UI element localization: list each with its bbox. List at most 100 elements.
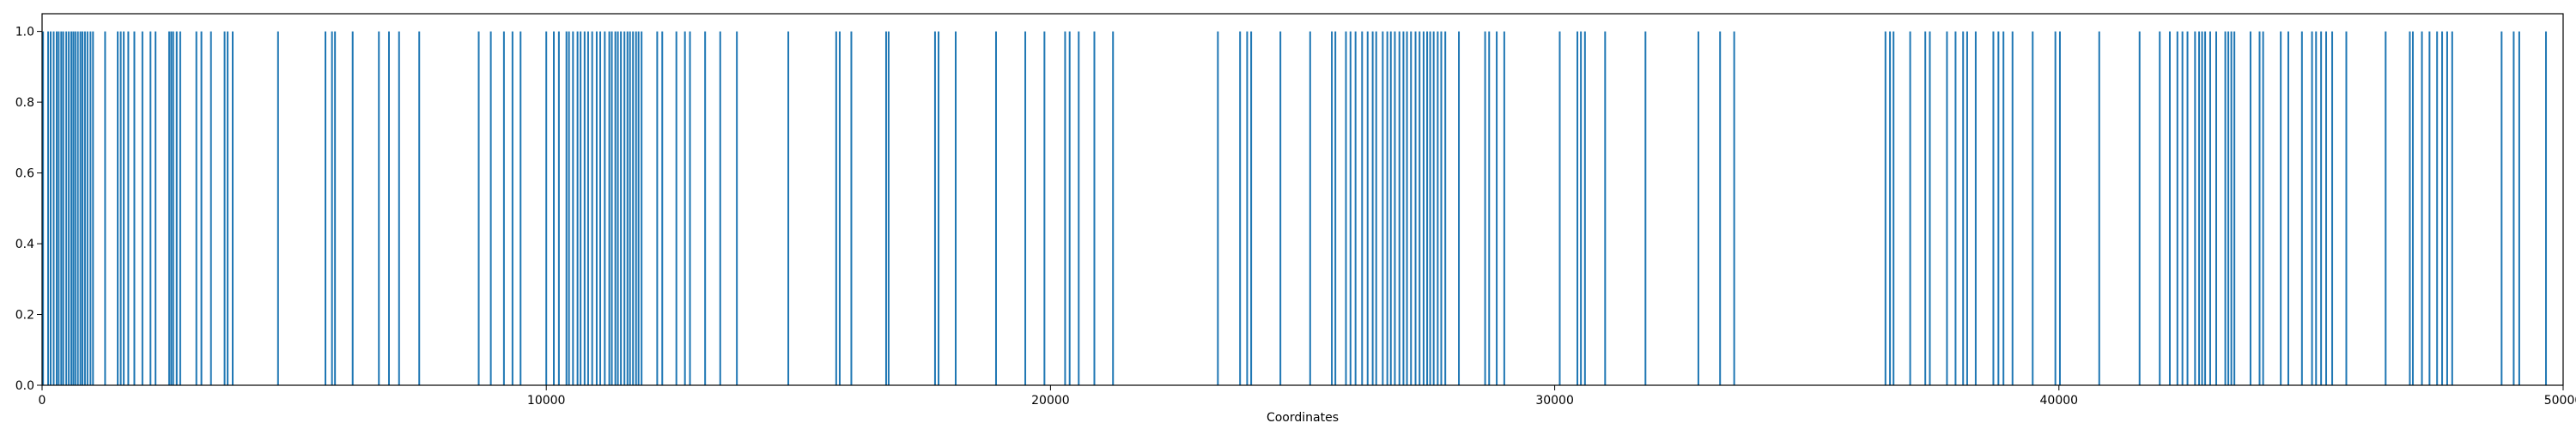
bar	[1309, 31, 1311, 386]
bar	[175, 31, 178, 386]
bar	[623, 31, 626, 386]
bar	[1331, 31, 1334, 386]
bar	[568, 31, 570, 386]
bar	[2168, 31, 2171, 386]
x-tick-label: 40000	[2040, 394, 2079, 408]
bar	[155, 31, 157, 386]
bar	[167, 31, 170, 386]
bar	[1884, 31, 1886, 386]
bar	[2441, 31, 2444, 386]
bar	[1484, 31, 1486, 386]
bar	[2428, 31, 2431, 386]
bar	[1426, 31, 1429, 386]
bar	[2230, 31, 2233, 386]
bar	[2331, 31, 2334, 386]
bar	[2194, 31, 2196, 386]
bar	[2262, 31, 2264, 386]
x-axis-label: Coordinates	[1267, 411, 1339, 425]
bar	[2201, 31, 2203, 386]
bar	[1389, 31, 1392, 386]
bar	[74, 31, 76, 386]
bar	[104, 31, 106, 386]
bar	[1929, 31, 1931, 386]
bar	[583, 31, 586, 386]
bar	[1093, 31, 1096, 386]
bar	[325, 31, 327, 386]
bar	[1889, 31, 1892, 386]
bar	[2002, 31, 2005, 386]
bar	[133, 31, 136, 386]
bar	[1043, 31, 1046, 386]
bar	[86, 31, 88, 386]
bar	[2215, 31, 2218, 386]
bar	[1458, 31, 1461, 386]
bar	[65, 31, 68, 386]
bar	[675, 31, 677, 386]
bar	[955, 31, 957, 386]
bar	[2249, 31, 2251, 386]
bar	[683, 31, 686, 386]
bar	[2421, 31, 2423, 386]
bar	[1419, 31, 1421, 386]
bar	[2032, 31, 2034, 386]
bar	[1558, 31, 1561, 386]
bar	[938, 31, 940, 386]
bar	[620, 31, 623, 386]
bar	[2518, 31, 2520, 386]
bar	[334, 31, 337, 386]
bar	[1954, 31, 1957, 386]
plot-frame	[41, 13, 2564, 386]
bar	[2204, 31, 2207, 386]
bar	[994, 31, 997, 386]
bar	[565, 31, 568, 386]
bar	[276, 31, 279, 386]
bar	[1345, 31, 1347, 386]
bar	[1354, 31, 1357, 386]
bar	[511, 31, 513, 386]
bar	[608, 31, 611, 386]
bar	[1239, 31, 1242, 386]
y-tick-label: 0.6	[15, 167, 34, 181]
bar	[2186, 31, 2189, 386]
bar	[127, 31, 130, 386]
y-tick-label: 0.2	[15, 309, 34, 323]
bar	[1503, 31, 1505, 386]
bar	[1733, 31, 1735, 386]
bar	[1386, 31, 1388, 386]
bar	[200, 31, 203, 386]
bar	[2258, 31, 2261, 386]
y-tick-label: 0.8	[15, 96, 34, 110]
bar	[81, 31, 83, 386]
bar	[2224, 31, 2227, 386]
bar	[635, 31, 637, 386]
bar	[502, 31, 505, 386]
bar	[49, 31, 52, 386]
bar	[2181, 31, 2184, 386]
bar	[195, 31, 197, 386]
x-tick-label: 10000	[527, 394, 566, 408]
bar	[72, 31, 75, 386]
bar	[553, 31, 556, 386]
bar	[1974, 31, 1977, 386]
bar	[2311, 31, 2313, 386]
bar	[632, 31, 635, 386]
bar	[2412, 31, 2415, 386]
bar	[1893, 31, 1895, 386]
bar	[83, 31, 86, 386]
bar	[1997, 31, 2000, 386]
bar	[123, 31, 125, 386]
bar	[231, 31, 234, 386]
bar	[887, 31, 890, 386]
bar	[599, 31, 602, 386]
bar	[2054, 31, 2057, 386]
bar	[1361, 31, 1364, 386]
bar	[1440, 31, 1443, 386]
bar	[62, 31, 64, 386]
bar	[1371, 31, 1374, 386]
bar	[1279, 31, 1282, 386]
bar	[1422, 31, 1425, 386]
bar	[70, 31, 73, 386]
x-tick-label: 0	[39, 394, 46, 408]
bar	[704, 31, 707, 386]
